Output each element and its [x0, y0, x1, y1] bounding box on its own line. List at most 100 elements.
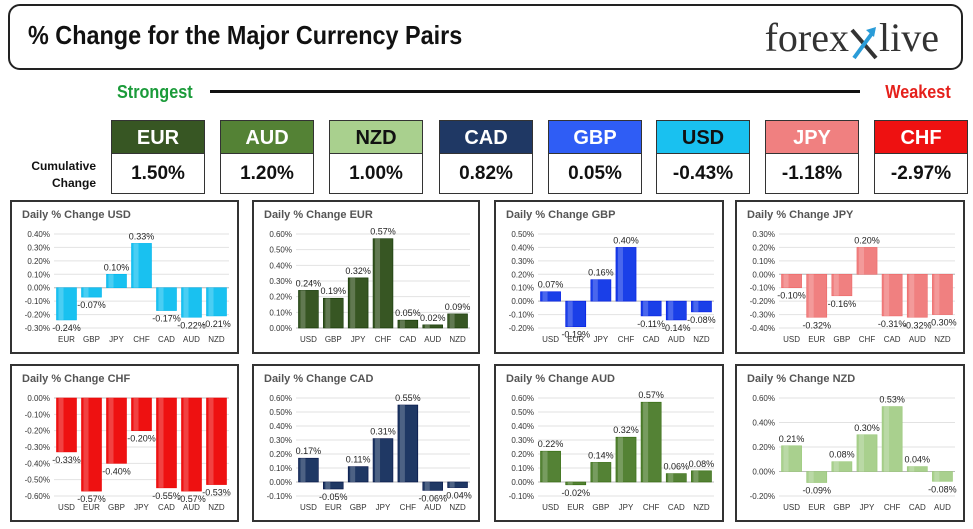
x-category-label: GBP — [83, 335, 100, 344]
strength-arrow-line — [210, 90, 860, 93]
y-tick-label: 0.20% — [511, 270, 534, 279]
bar-highlight — [668, 473, 674, 482]
x-category-label: CHF — [618, 335, 635, 344]
currency-name: GBP — [548, 120, 642, 154]
x-category-label: NZD — [693, 503, 710, 512]
currency-box-eur: EUR 1.50% — [111, 120, 205, 194]
x-category-label: JPY — [351, 335, 366, 344]
x-category-label: JPY — [594, 335, 609, 344]
x-category-label: EUR — [567, 503, 584, 512]
bar-highlight — [350, 277, 356, 328]
y-tick-label: 0.40% — [269, 261, 292, 270]
bar-highlight — [133, 243, 139, 288]
x-category-label: CAD — [643, 335, 660, 344]
currency-cumulative-value: -1.18% — [765, 154, 859, 194]
x-category-label: CHF — [375, 335, 392, 344]
y-tick-label: 0.00% — [752, 270, 775, 279]
data-label: 0.33% — [129, 231, 155, 241]
y-tick-label: 0.60% — [269, 394, 292, 403]
data-label: 0.20% — [854, 235, 880, 245]
chart-panel-chf: Daily % Change CHF 0.00% -0.10% -0.20% -0.30… — [10, 364, 239, 522]
bar-usd — [540, 291, 561, 302]
bar-aud — [422, 324, 443, 329]
currency-box-usd: USD -0.43% — [656, 120, 750, 194]
bar-highlight — [833, 274, 839, 296]
bar-nzd — [447, 481, 468, 488]
data-label: 0.09% — [445, 302, 471, 312]
chart-panel-gbp: Daily % Change GBP 0.50% 0.40% 0.30% 0.20% 0.… — [494, 200, 724, 354]
y-tick-label: 0.50% — [269, 408, 292, 417]
bar-highlight — [108, 398, 114, 464]
cumulative-label-line2: Change — [51, 176, 96, 190]
x-category-label: EUR — [58, 335, 75, 344]
currency-cumulative-value: 0.05% — [548, 154, 642, 194]
y-tick-label: -0.20% — [750, 297, 775, 306]
y-tick-label: 0.30% — [27, 243, 50, 252]
currency-name: NZD — [329, 120, 423, 154]
x-category-label: AUD — [424, 503, 441, 512]
data-label: -0.57% — [77, 494, 106, 504]
y-tick-label: 0.10% — [269, 308, 292, 317]
currency-box-chf: CHF -2.97% — [874, 120, 968, 194]
bar-aud — [422, 481, 443, 491]
data-label: -0.14% — [662, 323, 691, 333]
data-label: 0.17% — [296, 446, 322, 456]
data-label: -0.20% — [127, 434, 156, 444]
y-tick-label: 0.00% — [27, 284, 50, 293]
currency-name: USD — [656, 120, 750, 154]
x-category-label: GBP — [108, 503, 125, 512]
x-category-label: AUD — [668, 335, 685, 344]
data-label: 0.11% — [346, 455, 371, 465]
bar-highlight — [208, 287, 214, 316]
bar-highlight — [909, 274, 915, 318]
x-category-label: CAD — [158, 503, 175, 512]
x-category-label: GBP — [592, 503, 609, 512]
bar-highlight — [350, 466, 356, 482]
bar-chart: Daily % Change USD 0.40% 0.30% 0.20% 0.10% 0.… — [22, 209, 231, 344]
data-label: -0.31% — [878, 319, 907, 329]
data-label: -0.19% — [561, 330, 590, 340]
x-category-label: NZD — [208, 503, 225, 512]
x-category-label: CHF — [400, 503, 417, 512]
currency-box-aud: AUD 1.20% — [220, 120, 314, 194]
data-label: -0.21% — [202, 319, 231, 329]
currency-box-cad: CAD 0.82% — [439, 120, 533, 194]
y-tick-label: 0.20% — [269, 450, 292, 459]
bar-chart: Daily % Change EUR 0.60% 0.50% 0.40% 0.30% 0.… — [264, 209, 471, 344]
chart-panel-aud: Daily % Change AUD 0.60% 0.50% 0.40% 0.30% 0.… — [494, 364, 724, 522]
bar-highlight — [58, 287, 64, 320]
x-category-label: AUD — [424, 335, 441, 344]
data-label: 0.16% — [588, 268, 614, 278]
bar-highlight — [934, 274, 940, 315]
x-category-label: AUD — [909, 335, 926, 344]
strongest-label: Strongest — [117, 82, 193, 102]
x-category-label: EUR — [808, 335, 825, 344]
bar-highlight — [783, 445, 789, 472]
bar-highlight — [884, 274, 890, 316]
y-tick-label: -0.50% — [25, 476, 50, 485]
x-category-label: JPY — [376, 503, 391, 512]
bar-highlight — [375, 438, 381, 482]
bar-highlight — [449, 313, 455, 328]
bar-highlight — [208, 398, 214, 485]
x-category-label: GBP — [325, 335, 342, 344]
logo-text-live: live — [879, 15, 939, 60]
x-category-label: GBP — [833, 503, 850, 512]
data-label: -0.09% — [802, 486, 831, 496]
bar-highlight — [399, 320, 405, 328]
y-tick-label: -0.30% — [750, 311, 775, 320]
x-category-label: USD — [300, 503, 317, 512]
y-tick-label: 0.00% — [269, 324, 292, 333]
bar-highlight — [542, 291, 548, 302]
bar-highlight — [783, 274, 789, 288]
header-banner: % Change for the Major Currency Pairs fo… — [8, 4, 963, 70]
bar-highlight — [617, 247, 623, 302]
bar-highlight — [668, 301, 674, 320]
y-tick-label: 0.50% — [269, 246, 292, 255]
bar-gbp — [831, 461, 853, 472]
y-tick-label: 0.40% — [511, 243, 534, 252]
y-tick-label: 0.30% — [511, 436, 534, 445]
x-category-label: JPY — [134, 503, 149, 512]
x-category-label: NZD — [693, 335, 710, 344]
bar-highlight — [617, 437, 623, 482]
